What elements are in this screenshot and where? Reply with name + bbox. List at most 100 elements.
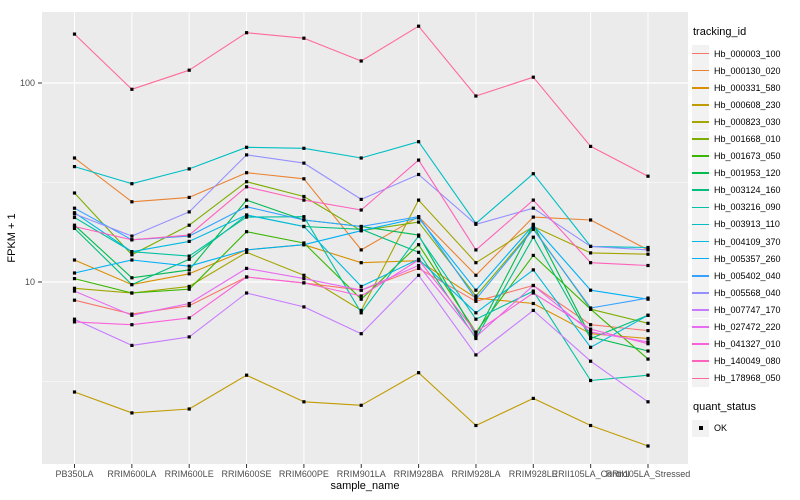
data-point bbox=[72, 289, 77, 293]
legend-item-Hb_001673_050: Hb_001673_050 bbox=[692, 147, 800, 165]
legend-label: Hb_001953_120 bbox=[714, 168, 781, 179]
data-point bbox=[474, 423, 478, 428]
data-point bbox=[72, 317, 77, 321]
data-point bbox=[302, 243, 306, 247]
data-point bbox=[359, 284, 363, 288]
legend-label: Hb_005402_040 bbox=[714, 270, 781, 281]
legend-item-Hb_178968_050: Hb_178968_050 bbox=[692, 369, 800, 387]
data-point bbox=[187, 301, 191, 306]
data-point bbox=[187, 223, 191, 227]
legend-label: Hb_005357_260 bbox=[714, 253, 781, 264]
data-point bbox=[646, 321, 650, 325]
data-point bbox=[130, 182, 134, 186]
x-tick-label: PB350LA bbox=[55, 469, 93, 479]
data-point bbox=[531, 227, 535, 231]
data-point bbox=[474, 222, 478, 226]
legend-item-Hb_027472_220: Hb_027472_220 bbox=[692, 318, 800, 336]
data-point bbox=[72, 224, 77, 229]
x-tick-label: RRIM928LE bbox=[509, 469, 558, 479]
legend-key-line-icon bbox=[692, 352, 709, 370]
data-point bbox=[359, 288, 363, 292]
legend-key-line-icon bbox=[692, 318, 709, 336]
legend-label: Hb_003913_110 bbox=[714, 219, 780, 230]
data-point bbox=[417, 266, 421, 270]
legend-label: Hb_001673_050 bbox=[714, 151, 781, 162]
data-point bbox=[474, 261, 478, 265]
ok-point-icon bbox=[692, 419, 709, 437]
legend-item-Hb_140049_080: Hb_140049_080 bbox=[692, 352, 800, 370]
legend-item-Hb_005568_040: Hb_005568_040 bbox=[692, 284, 800, 302]
data-point bbox=[417, 24, 421, 28]
data-point bbox=[187, 287, 191, 291]
data-point bbox=[130, 291, 134, 295]
legend-item-Hb_003124_160: Hb_003124_160 bbox=[692, 181, 800, 199]
data-point bbox=[245, 266, 249, 270]
data-point bbox=[359, 297, 363, 301]
legend-label: Hb_007747_170 bbox=[714, 304, 781, 315]
legend-item-Hb_007747_170: Hb_007747_170 bbox=[692, 301, 800, 319]
data-point bbox=[302, 218, 306, 222]
legend-item-Hb_000823_030: Hb_000823_030 bbox=[692, 113, 800, 131]
data-point bbox=[474, 353, 478, 357]
legend-item-Hb_005402_040: Hb_005402_040 bbox=[692, 267, 800, 285]
legend-label-ok: OK bbox=[714, 423, 728, 434]
legend-item-Hb_000608_230: Hb_000608_230 bbox=[692, 96, 800, 114]
legend-label: Hb_000608_230 bbox=[714, 99, 781, 110]
data-point bbox=[474, 299, 478, 303]
legend-label: Hb_003216_090 bbox=[714, 202, 781, 213]
data-point bbox=[531, 223, 535, 227]
legend-key-line-icon bbox=[692, 45, 709, 63]
legend-item-ok: OK bbox=[692, 419, 800, 437]
data-point bbox=[359, 311, 363, 315]
data-point bbox=[589, 244, 593, 248]
data-point bbox=[474, 330, 478, 334]
data-point bbox=[245, 153, 249, 157]
data-point bbox=[187, 68, 191, 72]
data-point bbox=[417, 234, 421, 238]
data-point bbox=[72, 271, 77, 275]
data-point bbox=[72, 226, 77, 230]
x-tick-label: RRII105LA_Stressed bbox=[606, 469, 691, 479]
data-point bbox=[302, 198, 306, 202]
data-point bbox=[589, 218, 593, 222]
data-point bbox=[646, 373, 650, 377]
data-point bbox=[302, 273, 306, 277]
data-point bbox=[245, 198, 249, 202]
data-point bbox=[531, 235, 535, 239]
legend-item-Hb_001953_120: Hb_001953_120 bbox=[692, 164, 800, 182]
data-point bbox=[646, 340, 650, 344]
data-point bbox=[245, 250, 249, 254]
data-point bbox=[531, 308, 535, 312]
legend-key-line-icon bbox=[692, 267, 709, 285]
x-tick-label: RRIM600LE bbox=[165, 469, 214, 479]
data-point bbox=[646, 252, 650, 256]
data-point bbox=[245, 205, 249, 209]
data-point bbox=[72, 191, 77, 195]
data-point bbox=[245, 373, 249, 377]
data-point bbox=[187, 233, 191, 237]
data-point bbox=[130, 258, 134, 262]
data-point bbox=[417, 243, 421, 247]
data-point bbox=[302, 241, 306, 245]
data-point bbox=[302, 400, 306, 404]
legend-key-line-icon bbox=[692, 96, 709, 114]
data-point bbox=[302, 215, 306, 219]
y-tick-label: 10 bbox=[25, 277, 35, 287]
data-point bbox=[302, 277, 306, 281]
data-point bbox=[359, 261, 363, 265]
data-point bbox=[245, 215, 249, 219]
data-point bbox=[474, 297, 478, 301]
data-point bbox=[589, 378, 593, 383]
data-point bbox=[589, 336, 593, 341]
legend-label: Hb_003124_160 bbox=[714, 185, 781, 196]
data-point bbox=[72, 215, 77, 220]
data-point bbox=[187, 335, 191, 339]
data-point bbox=[130, 238, 134, 242]
legend-item-Hb_000130_020: Hb_000130_020 bbox=[692, 62, 800, 80]
y-tick-label: 100 bbox=[20, 78, 35, 88]
data-point bbox=[187, 268, 191, 272]
legend-label: Hb_001668_010 bbox=[714, 134, 781, 145]
data-point bbox=[245, 230, 249, 234]
data-point bbox=[474, 335, 478, 339]
